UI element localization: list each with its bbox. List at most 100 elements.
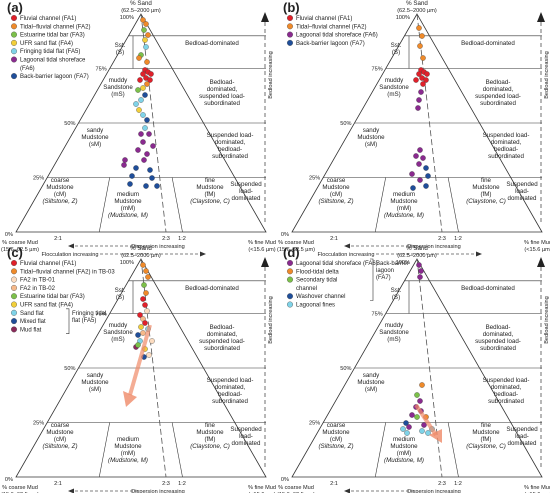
medium-mudstone-label: (Mudstone, M) <box>384 457 424 464</box>
coarse-mudstone-label: Mudstone <box>46 184 74 191</box>
sample-point <box>414 392 420 398</box>
sample-point <box>140 296 146 302</box>
ratio-1-2: 1:2 <box>178 481 186 487</box>
muddy-sandstone-label: (mS) <box>387 336 400 343</box>
ratio-2-1: 2:1 <box>54 236 62 242</box>
sample-point <box>419 382 425 388</box>
sample-point <box>135 332 141 338</box>
sst-code: (S) <box>392 49 400 56</box>
fine-mud-title: % fine Mud <box>524 240 550 246</box>
legend-label: Lagoonal tidal shoreface (FA6) <box>296 33 378 39</box>
coarse-divider <box>98 177 110 233</box>
legend-marker <box>10 268 17 275</box>
legend-label: UFR sand flat (FA4) <box>20 41 73 47</box>
sample-point <box>421 422 427 428</box>
flocculation-arrow-head <box>476 251 482 257</box>
fine-mudstone-label: Mudstone <box>472 184 500 191</box>
suspended-bedload-label: bedload- <box>494 391 518 398</box>
legend-label: Washover channel <box>296 294 345 300</box>
legend-item: (FA6) <box>20 66 35 72</box>
legend-label: channel <box>296 286 317 292</box>
legend-label: Fluvial channel (FA1) <box>20 261 76 267</box>
sample-point <box>406 424 412 430</box>
suspended-dominated-label: Suspended <box>506 181 538 188</box>
bedload-dominated-label: Bedload-dominated <box>461 40 515 47</box>
suspended-bedload-label: bedload- <box>218 391 242 398</box>
sample-point <box>142 320 148 326</box>
dispersion-label: Dispersion increasing <box>407 489 460 493</box>
medium-mudstone-label: (Mudstone, M) <box>108 212 148 219</box>
bedload-suspended-label: subordinated <box>204 100 240 107</box>
legend-marker <box>10 318 17 325</box>
sandy-mudstone-label: (sM) <box>89 386 101 393</box>
legend-item: channel <box>296 286 317 292</box>
sample-point <box>143 268 149 274</box>
sample-point <box>135 147 141 153</box>
fine-mud-title: % fine Mud <box>248 240 276 246</box>
pct-0: 0% <box>281 477 289 483</box>
sample-point <box>403 420 409 426</box>
legend-bracket <box>370 258 374 301</box>
pct-50: 50% <box>340 121 351 127</box>
legend-label: Fluvial channel (FA1) <box>296 16 352 22</box>
legend-marker <box>286 39 293 46</box>
pct-50: 50% <box>64 121 75 127</box>
coarse-mud-title: % coarse Mud <box>278 240 314 246</box>
suspended-bedload-label: Suspended load- <box>483 377 530 384</box>
ratio-2-1: 2:1 <box>330 481 338 487</box>
suspended-dominated-label: dominated <box>232 195 261 202</box>
bedload-increasing-label: Bedload increasing <box>268 296 274 344</box>
sample-point <box>142 125 148 131</box>
sst-code: (S) <box>116 294 124 301</box>
bedload-arrow-head <box>261 12 269 22</box>
legend-marker <box>10 301 17 308</box>
sst-label: Sst. <box>115 287 126 294</box>
ratio-2-3: 2:3 <box>438 236 446 242</box>
trend-arrow-head <box>123 391 137 407</box>
medium-mudstone-label: (mM) <box>397 450 411 457</box>
dispersion-arrow-head <box>344 488 350 493</box>
suspended-bedload-label: dominated, <box>491 384 522 391</box>
suspended-dominated-label: dominated <box>508 195 537 202</box>
sample-point <box>419 428 425 434</box>
legend-item: UFR sand flat (FA4) <box>10 39 73 47</box>
coarse-divider <box>98 422 110 478</box>
sandy-mudstone-label: sandy <box>87 127 104 134</box>
legend-item: Washover channel <box>286 293 345 300</box>
sand-axis-title: % Sand <box>130 245 152 252</box>
bedload-suspended-label: dominated, <box>207 331 238 338</box>
legend-label: UFR sand flat (FA4) <box>20 303 73 309</box>
sample-point <box>135 87 141 93</box>
suspended-bedload-label: Suspended load- <box>207 132 254 139</box>
ratio-1-2: 1:2 <box>178 236 186 242</box>
panel-d: Bedload increasing (d) % Sand(62.5–2000 µm… <box>277 245 550 493</box>
sample-point <box>144 308 150 314</box>
coarse-mudstone-label: (cM) <box>54 436 66 443</box>
legend-item: Fluvial channel (FA1) <box>10 14 76 22</box>
sample-point <box>416 25 422 31</box>
sand-axis-range: (62.5–2000 µm) <box>397 8 437 14</box>
legend-marker <box>10 326 17 333</box>
legend-item: FA2 in TB-01 <box>10 276 56 284</box>
dispersion-label: Dispersion increasing <box>131 489 184 493</box>
pct-0: 0% <box>281 232 289 238</box>
muddy-sandstone-label: (mS) <box>111 336 124 343</box>
sst-code: (S) <box>392 294 400 301</box>
sample-point <box>137 312 143 318</box>
sample-point <box>143 183 149 189</box>
suspended-bedload-label: dominated, <box>491 139 522 146</box>
sample-point <box>416 262 422 268</box>
sample-point <box>145 32 151 38</box>
muddy-sandstone-label: (mS) <box>111 91 124 98</box>
sample-point <box>413 153 419 159</box>
sample-point <box>127 181 133 187</box>
ratio-2-1: 2:1 <box>54 481 62 487</box>
pct-0: 0% <box>5 232 13 238</box>
legend-label: Sand flat <box>20 311 44 317</box>
sample-point <box>423 165 429 171</box>
suspended-dominated-label: Suspended <box>506 426 538 433</box>
medium-mudstone-label: medium <box>117 436 139 443</box>
ratio-2-3: 2:3 <box>162 236 170 242</box>
legend-bracket-label: Back-barrier <box>376 261 409 267</box>
bedload-suspended-label: Bedload- <box>210 79 235 86</box>
